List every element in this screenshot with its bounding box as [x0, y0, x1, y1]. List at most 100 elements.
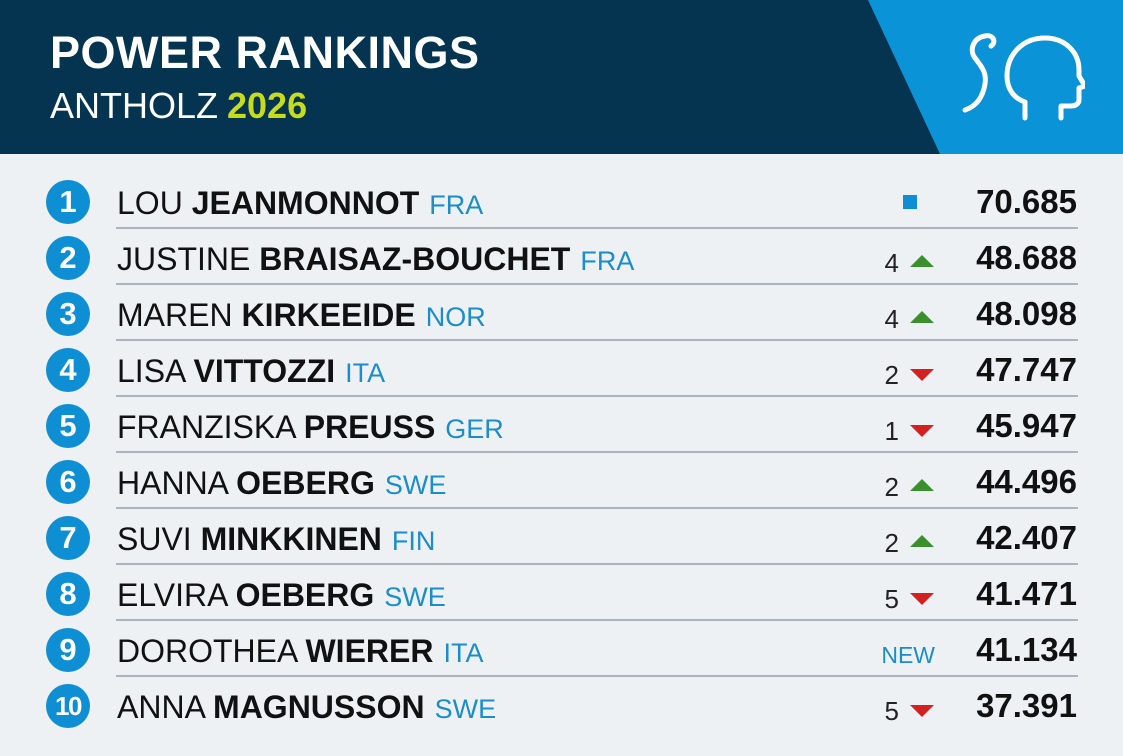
page-title: POWER RANKINGS [50, 27, 480, 78]
arrow-up-icon [910, 479, 934, 491]
last-name: BRAISAZ-BOUCHET [259, 241, 571, 277]
nation-code: ITA [443, 638, 484, 668]
subtitle-place: ANTHOLZ [50, 85, 219, 126]
ranking-row: 4 LISA VITTOZZI ITA 2 47.747 [0, 341, 1123, 397]
athlete-name: FRANZISKA PREUSS GER [117, 410, 504, 446]
nation-code: SWE [384, 582, 446, 612]
subtitle-year: 2026 [227, 85, 308, 126]
rank-badge: 9 [46, 628, 90, 672]
row-divider [116, 563, 1078, 565]
score-value: 45.947 [976, 407, 1077, 444]
last-name: PREUSS [303, 409, 436, 445]
score-value: 70.685 [976, 183, 1077, 220]
ranking-row: 8 ELVIRA OEBERG SWE 5 41.471 [0, 565, 1123, 621]
nation-code: SWE [384, 470, 447, 500]
rank-change: 2 [884, 472, 899, 502]
arrow-down-icon [910, 425, 934, 437]
rank-badge: 6 [46, 460, 90, 504]
row-divider [116, 451, 1078, 453]
rank-change: 2 [884, 528, 899, 558]
rank-change: 4 [884, 304, 899, 334]
rank-badge: 10 [46, 684, 90, 728]
row-divider [116, 675, 1078, 677]
first-name: ANNA [117, 689, 205, 725]
ranking-row: 6 HANNA OEBERG SWE 2 44.496 [0, 453, 1123, 509]
row-divider [116, 283, 1078, 285]
ranking-row: 9 DOROTHEA WIERER ITA NEW 41.134 [0, 621, 1123, 677]
header-banner: POWER RANKINGS ANTHOLZ 2026 [0, 0, 1123, 154]
rank-change: 1 [884, 416, 899, 446]
nation-code: ITA [345, 358, 386, 388]
first-name: MAREN [117, 297, 233, 333]
nation-code: NOR [425, 302, 486, 332]
ranking-row: 10 ANNA MAGNUSSON SWE 5 37.391 [0, 677, 1123, 733]
rank-change: 5 [884, 696, 899, 726]
score-value: 48.688 [976, 239, 1077, 276]
ranking-row: 2 JUSTINE BRAISAZ-BOUCHET FRA 4 48.688 [0, 229, 1123, 285]
athlete-name: MAREN KIRKEEIDE NOR [117, 298, 486, 334]
head-profile-icon [962, 33, 1085, 121]
arrow-up-icon [910, 311, 934, 323]
athlete-name: ANNA MAGNUSSON SWE [117, 690, 496, 726]
arrow-down-icon [910, 705, 934, 717]
rank-badge: 4 [46, 348, 90, 392]
rank-change: 4 [884, 248, 899, 278]
row-divider [116, 339, 1078, 341]
first-name: SUVI [117, 521, 192, 557]
ranking-row: 7 SUVI MINKKINEN FIN 2 42.407 [0, 509, 1123, 565]
ranking-row: 3 MAREN KIRKEEIDE NOR 4 48.098 [0, 285, 1123, 341]
score-value: 37.391 [976, 687, 1077, 724]
rank-badge: 5 [46, 404, 90, 448]
row-divider [116, 507, 1078, 509]
rank-badge: 1 [46, 180, 90, 224]
new-entry-label: NEW [881, 642, 935, 668]
last-name: OEBERG [236, 465, 375, 501]
row-divider [116, 227, 1078, 229]
rank-badge: 2 [46, 236, 90, 280]
score-value: 41.471 [976, 575, 1077, 612]
nation-code: FRA [580, 246, 635, 276]
arrow-up-icon [910, 255, 934, 267]
ranking-row: 5 FRANZISKA PREUSS GER 1 45.947 [0, 397, 1123, 453]
rank-change: 5 [884, 584, 899, 614]
score-value: 44.496 [976, 463, 1077, 500]
last-name: MINKKINEN [200, 521, 382, 557]
arrow-down-icon [910, 593, 934, 605]
score-value: 48.098 [976, 295, 1077, 332]
no-change-square-icon [903, 195, 917, 209]
row-divider [116, 619, 1078, 621]
athlete-name: LOU JEANMONNOT FRA [117, 186, 483, 222]
first-name: LISA [117, 353, 185, 389]
last-name: VITTOZZI [193, 353, 336, 389]
rank-badge: 7 [46, 516, 90, 560]
ranking-row: 1 LOU JEANMONNOT FRA 70.685 [0, 173, 1123, 229]
athlete-name: HANNA OEBERG SWE [117, 466, 446, 502]
first-name: ELVIRA [117, 577, 227, 613]
first-name: JUSTINE [117, 241, 251, 277]
rank-change: 2 [884, 360, 899, 390]
arrow-down-icon [910, 369, 934, 381]
arrow-up-icon [910, 535, 934, 547]
athlete-name: ELVIRA OEBERG SWE [117, 578, 446, 614]
first-name: HANNA [117, 465, 228, 501]
last-name: KIRKEEIDE [241, 297, 416, 333]
nation-code: FRA [429, 190, 484, 220]
athlete-name: LISA VITTOZZI ITA [117, 354, 385, 390]
last-name: WIERER [305, 633, 434, 669]
athlete-name: JUSTINE BRAISAZ-BOUCHET FRA [117, 242, 634, 278]
nation-code: GER [445, 414, 504, 444]
page-subtitle: ANTHOLZ 2026 [50, 88, 307, 124]
athlete-name: SUVI MINKKINEN FIN [117, 522, 435, 558]
score-value: 42.407 [976, 519, 1077, 556]
rank-badge: 8 [46, 572, 90, 616]
last-name: OEBERG [235, 577, 375, 613]
last-name: MAGNUSSON [213, 689, 425, 725]
first-name: DOROTHEA [117, 633, 297, 669]
score-value: 47.747 [976, 351, 1077, 388]
first-name: LOU [117, 185, 183, 221]
rank-badge: 3 [46, 292, 90, 336]
nation-code: FIN [391, 526, 436, 556]
athlete-name: DOROTHEA WIERER ITA [117, 634, 483, 670]
last-name: JEANMONNOT [191, 185, 420, 221]
